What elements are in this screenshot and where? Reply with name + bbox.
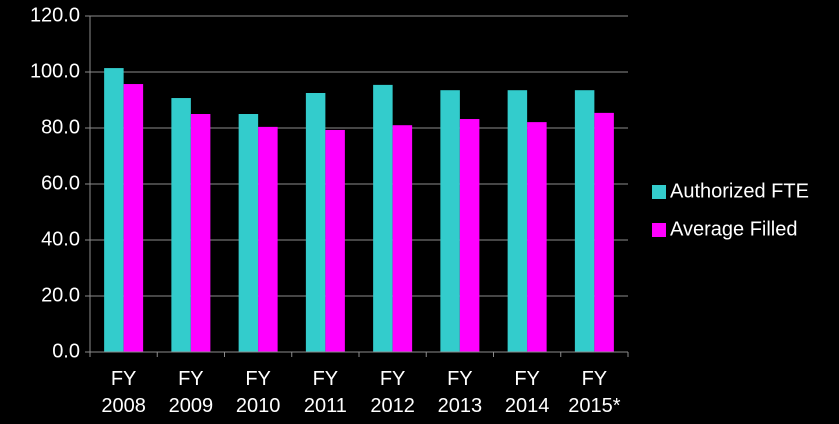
x-tick-label: FY 2013 [438, 368, 483, 417]
y-tick-label: 80.0 [41, 116, 80, 138]
bar [325, 129, 345, 352]
x-tick-label: FY 2014 [505, 368, 550, 417]
x-tick-label: FY 2012 [370, 368, 415, 417]
x-tick-label: FY 2008 [101, 368, 146, 417]
x-tick-label: FY 2010 [236, 368, 281, 417]
bar [594, 112, 614, 352]
bar [123, 84, 144, 352]
y-tick-label: 100.0 [30, 60, 80, 82]
bar [392, 125, 413, 352]
bar [373, 84, 393, 352]
bar [574, 90, 595, 352]
bar [527, 122, 547, 353]
legend-swatch [652, 223, 666, 237]
x-tick-label: FY 2015* [568, 368, 620, 417]
y-tick-label: 40.0 [41, 228, 80, 250]
bar [258, 126, 278, 352]
x-tick-label: FY 2009 [169, 368, 214, 417]
x-tick-label: FY 2011 [304, 368, 347, 417]
bar [507, 90, 528, 352]
y-tick-label: 120.0 [30, 4, 80, 26]
bar [440, 90, 460, 352]
legend-label: Average Filled [670, 218, 797, 240]
legend-label: Authorized FTE [670, 180, 809, 202]
bar [104, 68, 124, 352]
bar [190, 114, 211, 352]
bar [305, 93, 326, 352]
y-tick-label: 60.0 [41, 172, 80, 194]
y-tick-label: 20.0 [41, 284, 80, 306]
bar [238, 114, 259, 352]
y-tick-label: 0.0 [52, 340, 80, 362]
legend-swatch [652, 185, 666, 199]
bar [459, 119, 480, 352]
bar [171, 98, 191, 352]
